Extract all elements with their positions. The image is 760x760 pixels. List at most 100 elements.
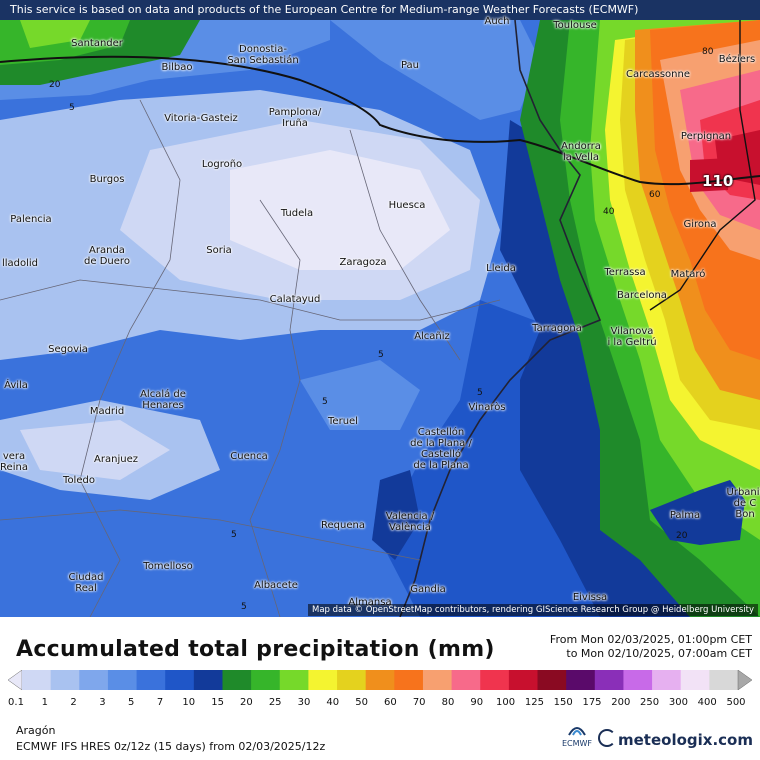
city-label: Almansa	[348, 597, 392, 608]
city-label: Alcalá de Henares	[140, 389, 186, 411]
scale-tick-label: 50	[355, 697, 368, 708]
city-label: Alcañiz	[414, 331, 450, 342]
city-label: Burgos	[89, 174, 125, 185]
contour-label: 5	[322, 397, 328, 407]
scale-tick-label: 70	[412, 697, 426, 708]
period-from: From Mon 02/03/2025, 01:00pm CET	[549, 633, 752, 646]
scale-tick-label: 200	[611, 697, 631, 708]
city-label: Toulouse	[553, 20, 597, 31]
scale-tick-label: 400	[697, 697, 717, 708]
city-label: Tudela	[280, 208, 314, 219]
precipitation-field	[0, 0, 760, 617]
city-label: Pau	[400, 60, 420, 71]
scale-swatch	[136, 670, 166, 690]
city-label: vera Reina	[0, 451, 28, 473]
scale-swatch	[394, 670, 424, 690]
meteologix-icon	[598, 729, 616, 747]
city-label: Aranda de Duero	[84, 245, 130, 267]
contour-label: 20	[49, 80, 61, 90]
city-label: Eivissa	[572, 592, 608, 603]
scale-swatch	[50, 670, 80, 690]
contour-label: 5	[69, 103, 75, 113]
scale-swatch	[79, 670, 109, 690]
city-label: Gandia	[410, 584, 446, 595]
scale-tick-label: 0.1	[8, 697, 24, 708]
scale-tick-label: 2	[70, 697, 77, 708]
scale-swatch	[508, 670, 539, 690]
city-label: Calatayud	[269, 294, 321, 305]
brand-link[interactable]: meteologix.com	[598, 729, 753, 749]
city-label: Huesca	[388, 200, 426, 211]
city-label: Mataró	[670, 269, 706, 280]
city-label: Toledo	[63, 475, 95, 486]
scale-tick-label: 300	[668, 697, 688, 708]
city-label: Madrid	[89, 406, 125, 417]
scale-arrow-left	[8, 670, 23, 690]
scale-tick-label: 40	[326, 697, 340, 708]
scale-tick-label: 125	[524, 697, 544, 708]
city-label: Castellón de la Plana / Castelló de la P…	[410, 427, 472, 471]
scale-swatch	[22, 670, 52, 690]
city-label: Segovia	[48, 344, 88, 355]
contour-label: 20	[676, 531, 688, 541]
scale-tick-label: 250	[640, 697, 660, 708]
scale-swatch	[480, 670, 510, 690]
scale-swatch	[594, 670, 624, 690]
scale-tick-label: 15	[211, 697, 224, 708]
scale-swatch	[279, 670, 309, 690]
scale-swatch	[422, 670, 453, 690]
contour-label: 40	[603, 207, 615, 217]
city-label: Béziers	[718, 54, 756, 65]
scale-tick-label: 175	[582, 697, 602, 708]
city-label: Carcassonne	[626, 69, 690, 80]
color-scale-bar	[8, 670, 752, 690]
scale-swatch	[537, 670, 567, 690]
city-label: Vinaròs	[468, 402, 506, 413]
city-label: Palma	[669, 510, 701, 521]
scale-tick-label: 1	[41, 697, 48, 708]
city-label: Tomelloso	[143, 561, 193, 572]
scale-tick-label: 100	[496, 697, 516, 708]
scale-tick-label: 3	[99, 697, 106, 708]
precipitation-map[interactable]: This service is based on data and produc…	[0, 0, 760, 617]
forecast-period: From Mon 02/03/2025, 01:00pm CET to Mon …	[550, 633, 752, 661]
city-label: Aranjuez	[94, 454, 138, 465]
scale-swatch	[308, 670, 338, 690]
scale-swatch	[566, 670, 596, 690]
scale-tick-label: 150	[553, 697, 573, 708]
city-label: Logroño	[201, 159, 243, 170]
ecmwf-label: ECMWF	[561, 739, 593, 748]
legend-panel: Accumulated total precipitation (mm) Fro…	[0, 617, 760, 760]
attribution-top: This service is based on data and produc…	[0, 0, 760, 20]
city-label: Santander	[71, 38, 123, 49]
scale-tick-label: 60	[384, 697, 397, 708]
period-to: to Mon 02/10/2025, 07:00am CET	[566, 647, 752, 660]
city-label: Teruel	[328, 416, 358, 427]
contour-label: 80	[702, 47, 714, 57]
city-label: Vitoria-Gasteiz	[164, 113, 238, 124]
city-label: Perpignan	[680, 131, 732, 142]
contour-label: 5	[241, 602, 247, 612]
city-label: Donostia- San Sebastián	[227, 44, 299, 66]
city-label: Ciudad Real	[68, 572, 104, 594]
city-label: Vilanova i la Geltrú	[607, 326, 657, 348]
city-label: Soria	[206, 245, 232, 256]
city-label: Barcelona	[617, 290, 667, 301]
color-scale-ticks: 0.1 1 2 3 5 7 10 15 20 25 30 40 50 60 70 80 90 100 125 150 1…	[8, 697, 746, 711]
contour-label: 5	[231, 530, 237, 540]
city-label: Urbanit de C Bon	[726, 487, 760, 520]
scale-swatch	[165, 670, 195, 690]
city-label: Ávila	[4, 380, 28, 391]
city-label: lladolid	[1, 258, 39, 269]
scale-swatch	[107, 670, 138, 690]
city-label: Lleida	[486, 263, 516, 274]
contour-label: 5	[378, 350, 384, 360]
city-label: Requena	[321, 520, 365, 531]
scale-arrow-right	[737, 670, 752, 690]
ecmwf-logo: ECMWF	[560, 721, 594, 748]
city-label: Zaragoza	[339, 257, 387, 268]
city-label: Cuenca	[230, 451, 268, 462]
attribution-bottom: Map data © OpenStreetMap contributors, r…	[308, 604, 758, 616]
scale-tick-label: 7	[156, 697, 164, 708]
ecmwf-icon	[568, 727, 586, 736]
